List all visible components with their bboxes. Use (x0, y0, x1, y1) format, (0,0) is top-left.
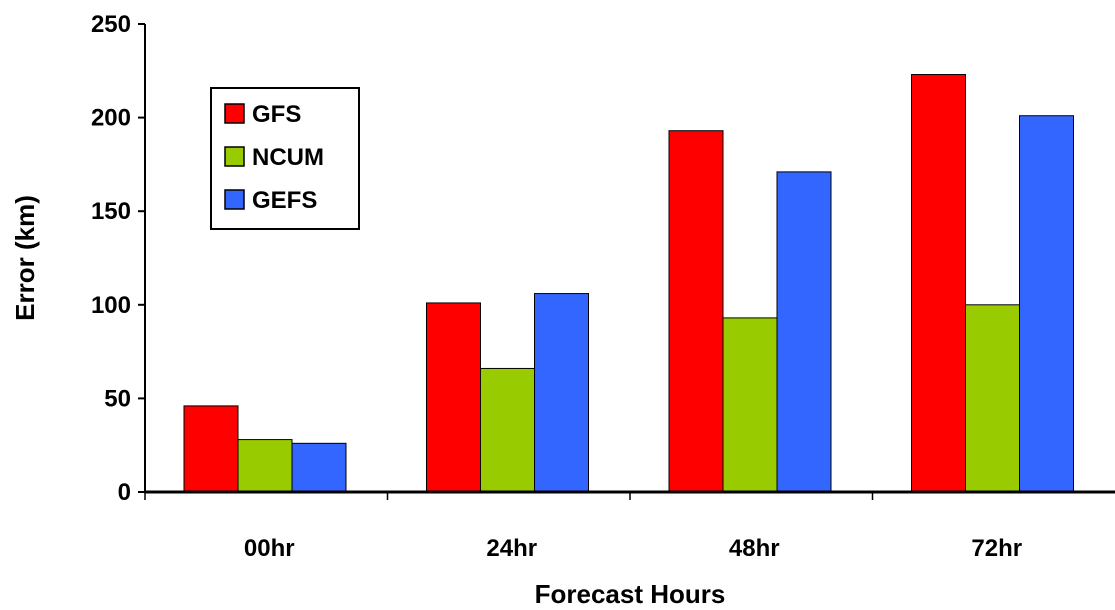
x-tick-label: 24hr (486, 535, 537, 562)
bar-gfs-24hr (426, 302, 481, 493)
bars-layer (183, 74, 1074, 493)
x-tick-label: 48hr (729, 535, 780, 562)
bar-gfs-00hr (183, 405, 239, 493)
bar-ncum-48hr (722, 317, 778, 493)
y-tick-label: 200 (91, 105, 131, 132)
y-tick-label: 0 (118, 479, 131, 506)
legend-label-gfs: GFS (252, 101, 301, 128)
bar-ncum-72hr (965, 304, 1020, 493)
bar-gfs-48hr (668, 130, 724, 493)
y-tick-label: 150 (91, 198, 131, 225)
legend-label-ncum: NCUM (252, 144, 324, 171)
y-tick-label: 50 (104, 385, 131, 412)
y-tick-label: 250 (91, 11, 131, 38)
bar-ncum-00hr (237, 439, 293, 493)
legend-swatch-ncum (224, 146, 245, 167)
bar-gefs-24hr (534, 293, 589, 493)
x-tick-label: 00hr (244, 535, 295, 562)
bar-gefs-72hr (1019, 115, 1074, 493)
legend: GFS NCUM GEFS (210, 87, 360, 230)
y-tick-label: 100 (91, 292, 131, 319)
bar-gefs-48hr (776, 171, 832, 493)
x-axis-title: Forecast Hours (535, 579, 726, 609)
legend-swatch-gfs (224, 103, 245, 124)
bar-gfs-72hr (911, 74, 966, 493)
legend-label-gefs: GEFS (252, 187, 317, 214)
y-axis-title: Error (km) (10, 195, 40, 321)
y-ticks: 0 50 100 150 200 250 (91, 11, 145, 506)
bar-ncum-24hr (480, 367, 535, 493)
legend-swatch-gefs (224, 189, 245, 210)
x-ticks: 00hr 24hr 48hr 72hr (144, 492, 1022, 562)
bar-gefs-00hr (291, 442, 347, 493)
x-tick-label: 72hr (971, 535, 1022, 562)
